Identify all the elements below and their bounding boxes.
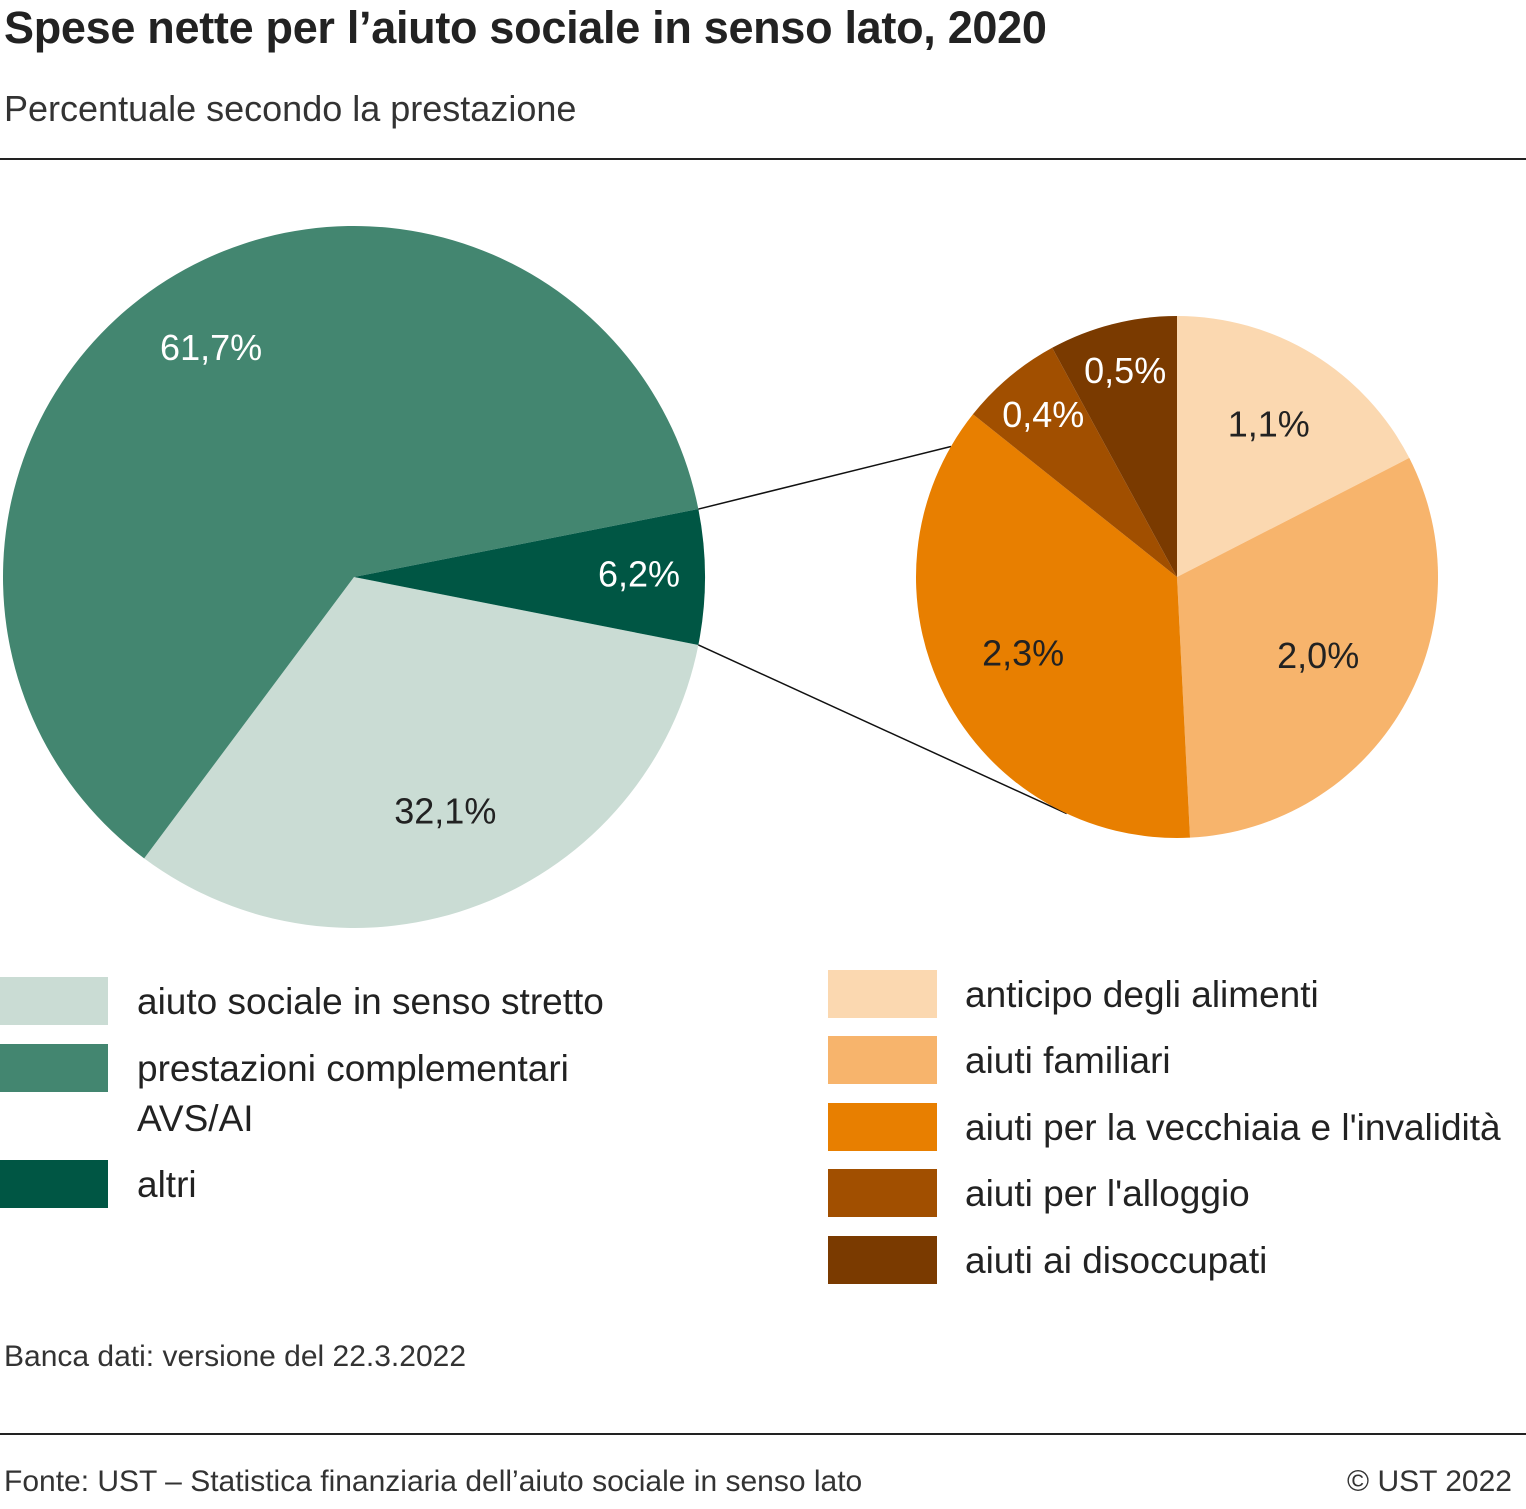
connector-line-bottom: [698, 644, 1068, 815]
detail-pie: [915, 316, 1439, 839]
legend-label: aiuti familiari: [965, 1040, 1171, 1081]
legend-label: aiuti per l'alloggio: [965, 1173, 1250, 1214]
legend-label: altri: [137, 1164, 197, 1205]
slice-label-aiuti-familiari: 2,0%: [1277, 635, 1359, 676]
legend-label: aiuti per la vecchiaia e l'invalidità: [965, 1107, 1501, 1148]
database-version-note: Banca dati: versione del 22.3.2022: [4, 1340, 466, 1373]
slice-aiuto-sociale-in-senso-stretto: [144, 577, 699, 928]
top-rule: [0, 158, 1526, 160]
slice-anticipo-degli-alimenti: [1177, 316, 1410, 577]
slice-labels: 32,1% 61,7% 6,2% 1,1% 2,0% 2,3% 0,4%0,5%: [160, 327, 1359, 832]
chart-title: Spese nette per l’aiuto sociale in senso…: [4, 2, 1047, 53]
legend-swatch: [828, 1236, 937, 1284]
copyright: © UST 2022: [1347, 1465, 1512, 1498]
slice-label-aiuti-per-la-vecchiaia-e-l-invalidit: 2,3%: [982, 632, 1064, 673]
legend-label: anticipo degli alimenti: [965, 974, 1319, 1015]
legend-swatch: [828, 970, 937, 1018]
legend-label-line2: AVS/AI: [137, 1098, 254, 1139]
legend-label: aiuto sociale in senso stretto: [137, 981, 604, 1022]
legend-swatch: [0, 1160, 108, 1208]
slice-aiuti-familiari: [1177, 457, 1439, 838]
legend-swatch: [828, 1036, 937, 1084]
slice-aiuti-ai-disoccupati: [1052, 316, 1177, 577]
legend-label: aiuti ai disoccupati: [965, 1240, 1268, 1281]
chart-subtitle: Percentuale secondo la prestazione: [4, 88, 577, 129]
connector-lines: [698, 445, 1068, 815]
slice-prestazioni-complementari-avs-ai: [2, 225, 699, 859]
slice-label-aiuto-sociale-in-senso-stretto: 32,1%: [394, 791, 496, 832]
slice-altri: [354, 509, 705, 645]
bottom-rule: [0, 1433, 1526, 1435]
slice-label-anticipo-degli-alimenti: 1,1%: [1228, 403, 1310, 444]
legend-swatch: [0, 977, 108, 1025]
source-note: Fonte: UST – Statistica finanziaria dell…: [4, 1465, 863, 1498]
legend-swatch: [828, 1169, 937, 1217]
slice-aiuti-per-la-vecchiaia-e-l-invalidit: [915, 414, 1191, 839]
slice-aiuti-per-l-alloggio: [972, 347, 1177, 577]
slice-label-altri: 6,2%: [598, 554, 680, 595]
slice-label-aiuti-ai-disoccupati: 0,5%: [1084, 350, 1166, 391]
slice-label-prestazioni-complementari-avs-ai: 61,7%: [160, 327, 262, 368]
slice-label-aiuti-per-l-alloggio: 0,4%: [1002, 394, 1084, 435]
legend-swatch: [0, 1044, 108, 1092]
legend-swatch: [828, 1103, 937, 1151]
connector-line-top: [698, 445, 952, 510]
legend-label: prestazioni complementari: [137, 1048, 569, 1089]
main-pie: [2, 225, 705, 928]
